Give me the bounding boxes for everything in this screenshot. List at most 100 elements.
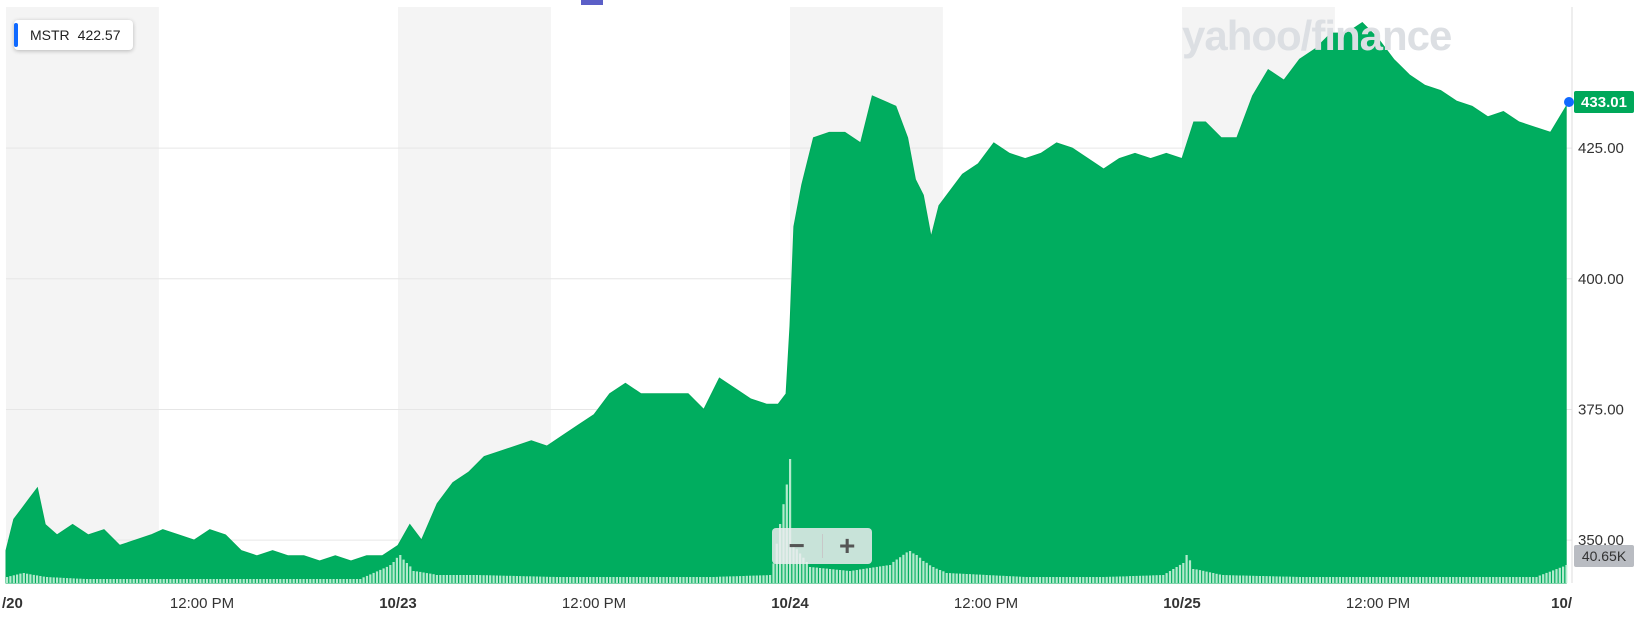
- volume-bar-382: [1278, 576, 1281, 583]
- volume-bar-200: [672, 577, 675, 583]
- volume-bar-187: [629, 577, 632, 583]
- volume-bar-405: [1355, 577, 1358, 583]
- volume-bar-197: [662, 577, 665, 583]
- zoom-separator: [821, 534, 823, 558]
- volume-bar-407: [1362, 577, 1365, 583]
- zoom-out-button[interactable]: −: [788, 530, 805, 561]
- volume-bar-158: [532, 576, 535, 583]
- volume-bar-131: [442, 575, 445, 583]
- volume-bar-209: [702, 577, 705, 583]
- volume-bar-51: [175, 579, 179, 583]
- volume-bar-186: [625, 577, 628, 583]
- x-tick-label-8: 10/: [1551, 595, 1573, 612]
- volume-bar-218: [732, 576, 735, 583]
- volume-bar-92: [312, 579, 315, 583]
- volume-bar-102: [345, 579, 349, 583]
- volume-bar-180: [605, 577, 608, 583]
- volume-bar-369: [1235, 575, 1238, 583]
- volume-bar-385: [1288, 576, 1291, 583]
- volume-bar-107: [362, 577, 365, 583]
- volume-bar-150: [505, 575, 508, 584]
- volume-bar-227: [762, 575, 765, 583]
- volume-bar-166: [559, 577, 562, 583]
- last-volume-label: 40.65K: [1574, 545, 1634, 567]
- volume-bar-354: [1185, 555, 1188, 583]
- volume-bar-410: [1372, 577, 1375, 583]
- volume-bar-94: [319, 579, 322, 583]
- volume-bar-253: [849, 571, 852, 583]
- volume-bar-294: [985, 575, 988, 583]
- volume-bar-44: [152, 579, 155, 583]
- volume-bar-370: [1238, 575, 1241, 583]
- volume-bar-229: [769, 575, 772, 583]
- volume-bar-120: [405, 563, 408, 583]
- volume-bar-454: [1518, 577, 1521, 583]
- volume-bar-313: [1048, 577, 1052, 583]
- volume-bar-467: [1562, 566, 1565, 583]
- volume-bar-409: [1368, 577, 1371, 583]
- volume-bar-257: [862, 568, 865, 583]
- volume-bar-451: [1508, 577, 1511, 583]
- volume-bar-230: [772, 563, 775, 583]
- volume-bar-98: [332, 579, 335, 583]
- volume-bar-318: [1065, 577, 1068, 583]
- volume-bar-349: [1168, 571, 1172, 583]
- volume-bar-194: [652, 577, 655, 583]
- volume-bar-39: [135, 579, 139, 583]
- volume-bar-12: [46, 577, 49, 583]
- volume-bar-87: [295, 579, 299, 583]
- volume-bar-331: [1108, 576, 1112, 583]
- volume-bar-261: [875, 566, 878, 583]
- volume-bar-163: [549, 576, 552, 583]
- volume-bar-439: [1468, 577, 1471, 583]
- volume-bar-427: [1428, 577, 1431, 583]
- legend-ticker: MSTR: [30, 27, 70, 43]
- volume-bar-29: [102, 579, 105, 583]
- volume-bar-334: [1118, 576, 1122, 583]
- y-tick-label-1: 400.00: [1578, 271, 1624, 288]
- y-tick-label-3: 350.00: [1578, 532, 1624, 549]
- volume-bar-300: [1005, 576, 1008, 583]
- volume-bar-18: [66, 578, 69, 583]
- volume-bar-423: [1415, 577, 1418, 583]
- volume-bar-310: [1038, 577, 1042, 583]
- volume-bar-121: [409, 566, 412, 583]
- volume-bar-198: [665, 577, 668, 583]
- volume-bar-377: [1262, 576, 1265, 583]
- volume-bar-208: [699, 577, 702, 583]
- volume-bar-205: [689, 577, 692, 583]
- volume-bar-97: [329, 579, 332, 583]
- volume-bar-395: [1322, 577, 1325, 583]
- volume-bar-122: [412, 571, 415, 583]
- volume-bar-435: [1455, 577, 1458, 583]
- volume-bar-338: [1132, 576, 1135, 583]
- volume-bar-278: [932, 567, 935, 583]
- volume-bar-127: [429, 573, 432, 583]
- volume-bar-207: [695, 577, 698, 583]
- volume-bar-7: [29, 574, 32, 583]
- volume-bar-464: [1552, 570, 1555, 583]
- y-tick-label-0: 425.00: [1578, 140, 1624, 157]
- volume-bar-30: [106, 579, 109, 583]
- x-tick-label-4: 10/24: [771, 595, 809, 612]
- volume-bar-273: [915, 555, 918, 583]
- volume-bar-112: [379, 569, 382, 583]
- volume-bar-6: [26, 573, 29, 583]
- volume-bar-69: [235, 579, 239, 583]
- zoom-in-button[interactable]: +: [839, 530, 856, 561]
- volume-bar-462: [1545, 572, 1548, 583]
- volume-bar-25: [89, 579, 92, 583]
- volume-bar-48: [165, 579, 169, 583]
- volume-bar-284: [952, 573, 955, 583]
- range-tab-indicator[interactable]: [581, 0, 603, 5]
- volume-bar-245: [822, 568, 825, 583]
- volume-bar-406: [1358, 577, 1361, 583]
- volume-bar-183: [615, 577, 618, 583]
- volume-bar-443: [1482, 577, 1485, 583]
- volume-bar-215: [722, 576, 725, 583]
- volume-bar-374: [1252, 575, 1255, 583]
- volume-bar-73: [249, 579, 252, 583]
- volume-bar-70: [239, 579, 242, 583]
- volume-bar-264: [885, 565, 888, 583]
- volume-bar-90: [305, 579, 309, 583]
